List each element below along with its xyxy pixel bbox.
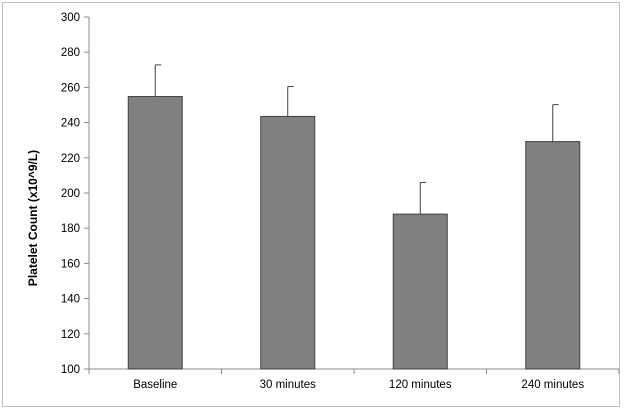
bar xyxy=(127,96,183,370)
y-tick-label: 140 xyxy=(61,294,80,306)
y-tick-label: 300 xyxy=(61,12,80,24)
y-tick-label: 220 xyxy=(61,153,80,165)
y-axis-label: Platelet Count (x10^9/L) xyxy=(26,150,40,286)
y-tick-label: 200 xyxy=(61,188,80,200)
y-tick-label: 160 xyxy=(61,258,80,270)
y-tick-label: 260 xyxy=(61,82,80,94)
y-tick-label: 120 xyxy=(61,329,80,341)
bar xyxy=(392,213,448,370)
y-tick-label: 280 xyxy=(61,47,80,59)
x-tick-label: 30 minutes xyxy=(260,379,317,391)
x-tick-label: Baseline xyxy=(133,379,177,391)
y-axis-label-group: Platelet Count (x10^9/L) xyxy=(26,150,40,286)
x-tick-label: 240 minutes xyxy=(521,379,584,391)
chart-frame: Platelet Count (x10^9/L) 100 120 140 160 180… xyxy=(2,2,620,407)
plot-area: 100 120 140 160 180 200 220 240 260 280 300 Baselin… xyxy=(61,12,620,391)
y-tick-label: 100 xyxy=(61,364,80,376)
bar-chart: Platelet Count (x10^9/L) 100 120 140 160 180… xyxy=(26,12,620,391)
y-tick-label: 240 xyxy=(61,118,80,130)
bar xyxy=(525,141,581,370)
y-tick-label: 180 xyxy=(61,223,80,235)
x-tick-label: 120 minutes xyxy=(389,379,452,391)
bar xyxy=(260,115,316,370)
